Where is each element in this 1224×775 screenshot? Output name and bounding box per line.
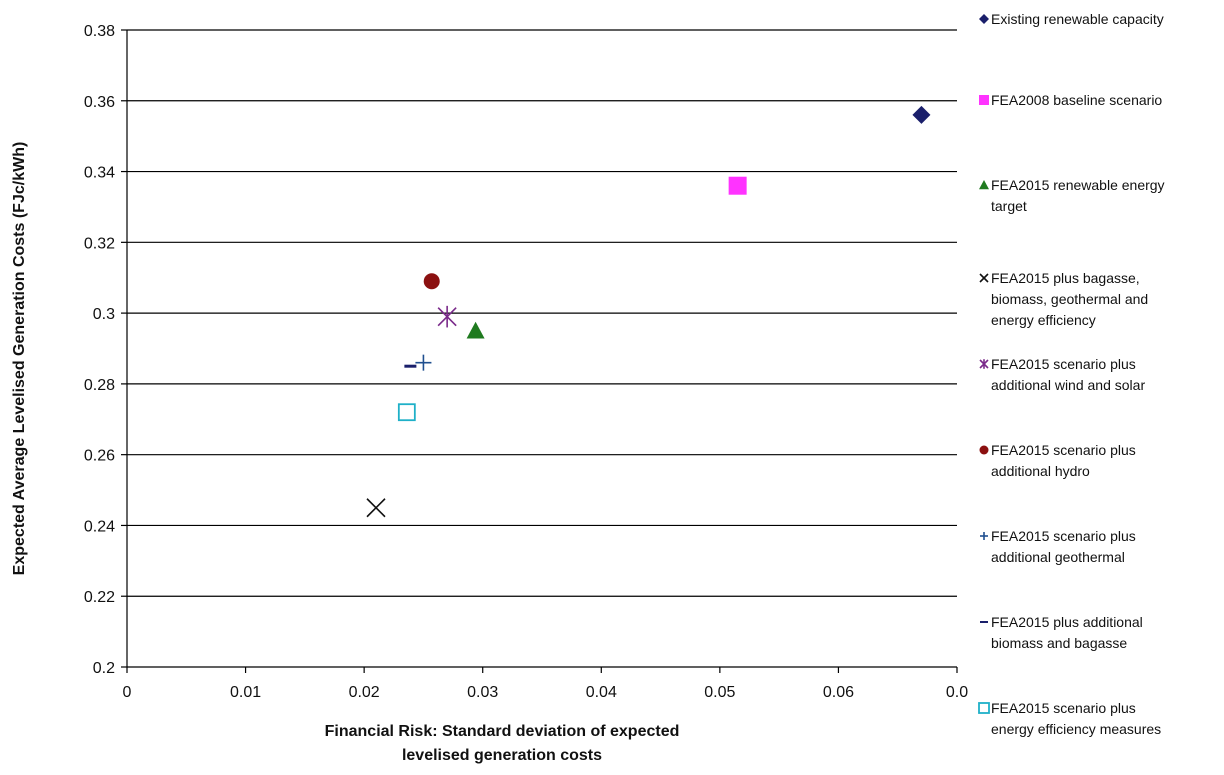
tick-labels: 0.2 0.22 0.24 0.26 0.28 0.3 0.32 0.34 0.36 0.38 0 0… xyxy=(84,23,968,701)
legend-item: FEA2008 baseline scenario xyxy=(979,92,1162,108)
data-points xyxy=(366,105,931,518)
y-tick-label: 0.2 xyxy=(93,660,115,677)
legend-marker xyxy=(979,95,989,105)
legend-label: energy efficiency measures xyxy=(991,721,1161,737)
legend: Existing renewable capacity FEA2008 basel… xyxy=(978,11,1165,737)
legend-label: FEA2015 scenario plus xyxy=(991,442,1136,458)
legend-label: FEA2015 scenario plus xyxy=(991,528,1136,544)
legend-item: FEA2015 scenario plus energy efficiency m… xyxy=(978,700,1161,737)
y-tick-label: 0.32 xyxy=(84,235,115,252)
gridlines xyxy=(127,29,957,597)
legend-marker xyxy=(979,445,989,455)
legend-marker xyxy=(979,359,989,369)
data-point xyxy=(466,321,485,339)
legend-label: FEA2015 scenario plus xyxy=(991,356,1136,372)
x-tick-label: 0.03 xyxy=(467,684,498,701)
x-axis-title-line: Financial Risk: Standard deviation of ex… xyxy=(325,723,680,740)
axis-titles: Financial Risk: Standard deviation of ex… xyxy=(11,142,679,764)
x-tick-label: 0.05 xyxy=(704,684,735,701)
y-tick-label: 0.38 xyxy=(84,23,115,40)
legend-label: FEA2015 renewable energy xyxy=(991,177,1165,193)
data-point xyxy=(912,105,931,124)
legend-label: energy efficiency xyxy=(991,312,1096,328)
y-tick-label: 0.26 xyxy=(84,448,115,465)
legend-item: FEA2015 scenario plus additional wind and… xyxy=(979,356,1145,393)
x-tick-label: 0 xyxy=(123,684,132,701)
legend-item: FEA2015 renewable energy target xyxy=(979,177,1165,214)
legend-label: additional geothermal xyxy=(991,549,1125,565)
legend-label: biomass and bagasse xyxy=(991,635,1127,651)
legend-item: Existing renewable capacity xyxy=(979,11,1164,27)
legend-marker xyxy=(979,273,989,283)
legend-marker xyxy=(979,14,989,24)
legend-label: FEA2015 plus bagasse, xyxy=(991,270,1140,286)
y-tick-label: 0.28 xyxy=(84,377,115,394)
legend-label: Existing renewable capacity xyxy=(991,11,1164,27)
legend-label: additional hydro xyxy=(991,463,1090,479)
x-tick-label: 0.04 xyxy=(586,684,617,701)
legend-label: target xyxy=(991,198,1027,214)
legend-marker xyxy=(979,180,989,190)
legend-item: FEA2015 plus additional biomass and bagas… xyxy=(980,614,1143,651)
data-point xyxy=(437,305,457,328)
legend-marker xyxy=(980,621,988,623)
axes xyxy=(121,29,958,673)
x-tick-label: 0.01 xyxy=(230,684,261,701)
data-point xyxy=(397,403,416,422)
legend-label: FEA2015 plus additional xyxy=(991,614,1143,630)
legend-label: FEA2008 baseline scenario xyxy=(991,92,1162,108)
data-point xyxy=(415,354,432,371)
legend-label: additional wind and solar xyxy=(991,377,1145,393)
x-tick-label: 0.02 xyxy=(349,684,380,701)
y-tick-label: 0.24 xyxy=(84,518,115,535)
y-axis-title: Expected Average Levelised Generation Co… xyxy=(11,142,28,576)
y-tick-label: 0.3 xyxy=(93,306,115,323)
y-tick-label: 0.34 xyxy=(84,165,115,182)
legend-item: FEA2015 scenario plus additional geotherm… xyxy=(980,528,1136,565)
x-axis-title-line: levelised generation costs xyxy=(402,747,602,764)
data-point xyxy=(423,273,440,290)
x-tick-label: 0.0 xyxy=(946,684,968,701)
x-tick-label: 0.06 xyxy=(823,684,854,701)
legend-item: FEA2015 plus bagasse, biomass, geothermal… xyxy=(979,270,1148,328)
data-point xyxy=(366,498,386,518)
data-point xyxy=(728,176,747,195)
data-point xyxy=(404,364,417,368)
legend-marker xyxy=(978,702,990,714)
legend-marker xyxy=(980,532,988,540)
legend-item: FEA2015 scenario plus additional hydro xyxy=(979,442,1136,479)
y-tick-label: 0.36 xyxy=(84,94,115,111)
legend-label: FEA2015 scenario plus xyxy=(991,700,1136,716)
legend-label: biomass, geothermal and xyxy=(991,291,1148,307)
y-tick-label: 0.22 xyxy=(84,589,115,606)
